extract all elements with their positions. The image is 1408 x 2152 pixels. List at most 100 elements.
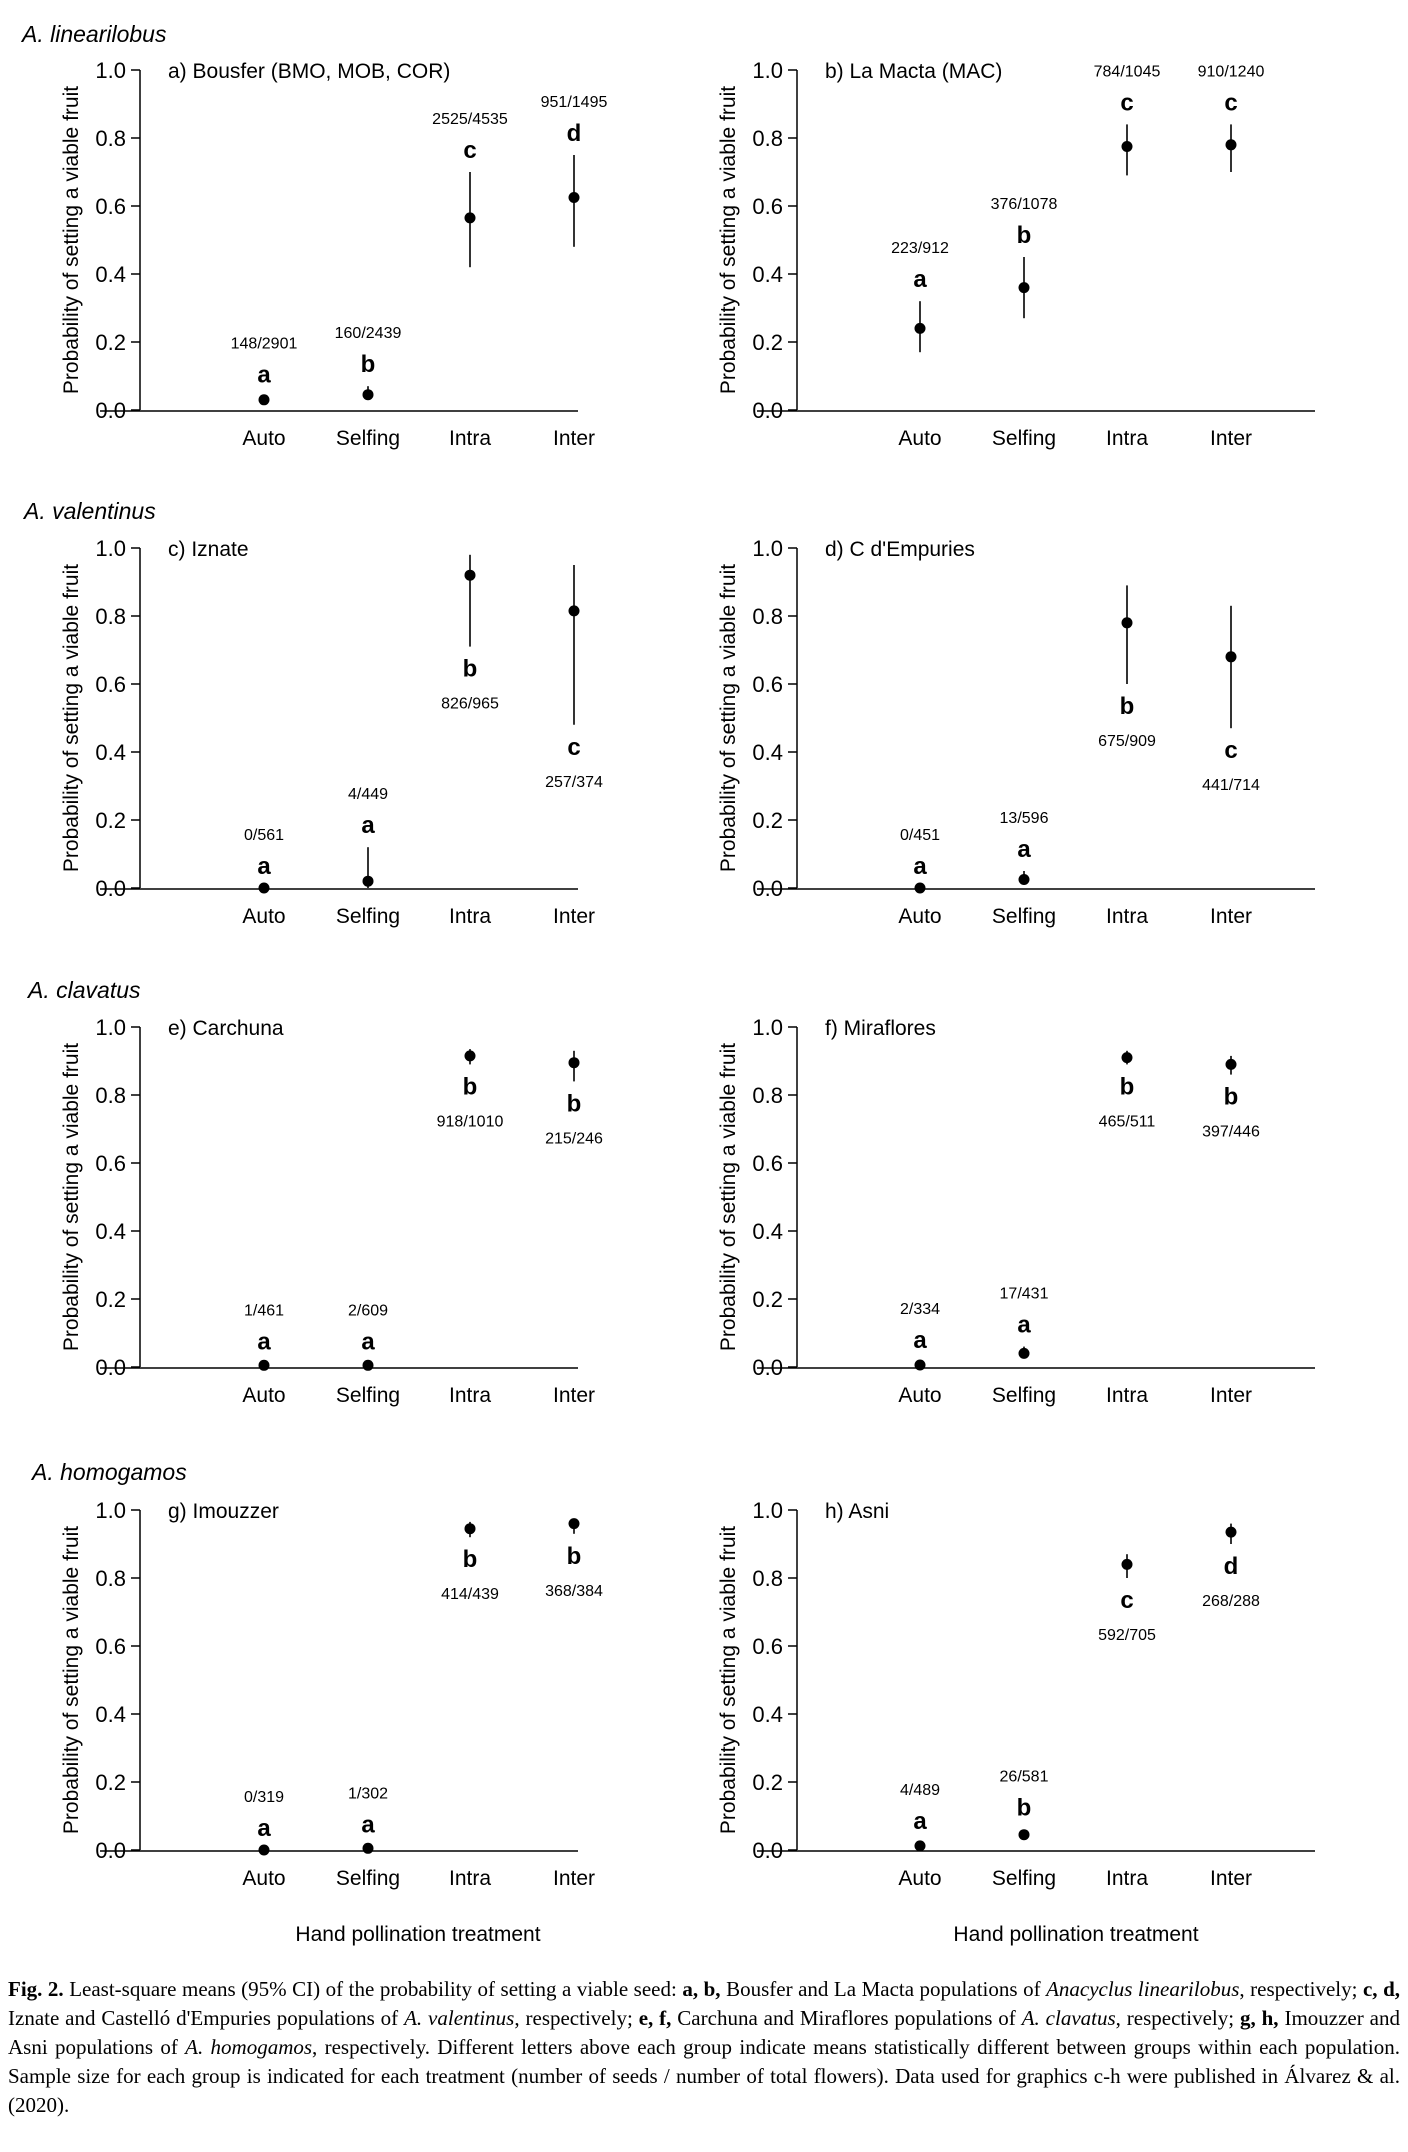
panel-title: a) Bousfer (BMO, MOB, COR)	[168, 60, 450, 83]
mean-point	[464, 1523, 476, 1535]
mean-point	[1018, 1347, 1030, 1359]
y-tick-label: 0.4	[95, 740, 126, 765]
y-axis-title: Probability of setting a viable fruit	[60, 1526, 83, 1834]
group-letter: b	[1017, 222, 1032, 249]
x-category-label: Intra	[449, 905, 491, 928]
group-letter: b	[1224, 1084, 1239, 1111]
mean-point	[914, 1840, 926, 1852]
caption-segment: Anacyclus linearilobus	[1046, 1977, 1240, 2001]
y-axis-title: Probability of setting a viable fruit	[60, 86, 83, 394]
sample-size-label: 918/1010	[437, 1113, 504, 1130]
y-tick-label: 0.8	[752, 604, 783, 629]
mean-point	[362, 1842, 374, 1854]
x-category-label: Auto	[242, 427, 285, 450]
y-tick-label: 0.6	[95, 672, 126, 697]
sample-size-label: 13/596	[1000, 810, 1049, 827]
panel-title: d) C d'Empuries	[825, 538, 975, 561]
x-category-label: Intra	[449, 427, 491, 450]
group-letter: b	[1120, 693, 1135, 720]
x-category-label: Intra	[1106, 1384, 1148, 1407]
group-letter: d	[1224, 1553, 1239, 1580]
y-tick-label: 1.0	[752, 58, 783, 83]
sample-size-label: 910/1240	[1198, 63, 1265, 80]
group-letter: b	[463, 1073, 478, 1100]
y-axis-title: Probability of setting a viable fruit	[717, 86, 740, 394]
caption-segment: c, d,	[1362, 1977, 1400, 2001]
group-letter: a	[913, 853, 927, 880]
caption-segment: e, f,	[638, 2006, 672, 2030]
sample-size-label: 215/246	[545, 1130, 603, 1147]
mean-point	[1121, 1558, 1133, 1570]
x-category-label: Auto	[898, 427, 941, 450]
caption-segment: g, h,	[1239, 2006, 1279, 2030]
caption-segment: A. clavatus	[1021, 2006, 1116, 2030]
x-category-label: Inter	[1210, 905, 1252, 928]
x-category-label: Auto	[242, 1867, 285, 1890]
group-letter: a	[1017, 836, 1031, 863]
mean-point	[362, 389, 374, 401]
group-letter: a	[257, 853, 271, 880]
sample-size-label: 414/439	[441, 1586, 499, 1603]
x-category-label: Auto	[242, 1384, 285, 1407]
group-letter: a	[257, 361, 271, 388]
y-tick-label: 0.4	[95, 1702, 126, 1727]
sample-size-label: 4/449	[348, 786, 388, 803]
mean-point	[1018, 1829, 1030, 1841]
sample-size-label: 268/288	[1202, 1593, 1260, 1610]
group-letter: c	[463, 137, 476, 164]
group-letter: b	[567, 1543, 582, 1570]
sample-size-label: 675/909	[1098, 733, 1156, 750]
caption-segment: , respectively;	[1115, 2006, 1240, 2030]
y-tick-label: 0.6	[95, 194, 126, 219]
y-tick-label: 0.2	[95, 1770, 126, 1795]
y-tick-label: 0.6	[95, 1634, 126, 1659]
x-category-label: Auto	[898, 905, 941, 928]
sample-size-label: 223/912	[891, 240, 949, 257]
panel-title: e) Carchuna	[168, 1017, 284, 1040]
x-category-label: Intra	[1106, 427, 1148, 450]
mean-point	[1225, 1526, 1237, 1538]
y-axis-title: Probability of setting a viable fruit	[60, 1043, 83, 1351]
mean-point	[568, 1057, 580, 1069]
sample-size-label: 2525/4535	[432, 111, 508, 128]
y-tick-label: 0.8	[752, 1566, 783, 1591]
y-tick-label: 0.4	[95, 262, 126, 287]
x-category-label: Auto	[242, 905, 285, 928]
y-tick-label: 0.4	[752, 1702, 783, 1727]
x-axis-title: Hand pollination treatment	[295, 1923, 540, 1946]
y-tick-label: 0.6	[752, 1151, 783, 1176]
x-category-label: Inter	[553, 1384, 595, 1407]
panel-title: g) Imouzzer	[168, 1500, 279, 1523]
y-tick-label: 1.0	[752, 1015, 783, 1040]
y-tick-label: 0.4	[95, 1219, 126, 1244]
y-tick-label: 0.2	[752, 1770, 783, 1795]
y-tick-label: 0.8	[752, 1083, 783, 1108]
x-category-label: Inter	[553, 1867, 595, 1890]
y-tick-label: 0.2	[95, 808, 126, 833]
sample-size-label: 1/461	[244, 1303, 284, 1320]
sample-size-label: 26/581	[1000, 1769, 1049, 1786]
y-tick-label: 0.2	[752, 330, 783, 355]
sample-size-label: 784/1045	[1094, 63, 1161, 80]
y-tick-label: 0.2	[95, 1287, 126, 1312]
group-letter: c	[1224, 737, 1237, 764]
figure-caption: Fig. 2. Least-square means (95% CI) of t…	[8, 1975, 1400, 2120]
x-category-label: Inter	[1210, 1867, 1252, 1890]
caption-body: Least-square means (95% CI) of the proba…	[8, 1977, 1400, 2117]
caption-segment: Iznate and Castelló d'Empuries populatio…	[8, 2006, 405, 2030]
x-category-label: Auto	[898, 1867, 941, 1890]
y-tick-label: 1.0	[752, 536, 783, 561]
sample-size-label: 441/714	[1202, 777, 1260, 794]
sample-size-label: 397/446	[1202, 1124, 1260, 1141]
caption-segment: A. homogamos	[185, 2035, 313, 2059]
x-category-label: Intra	[449, 1384, 491, 1407]
y-tick-label: 0.8	[95, 604, 126, 629]
sample-size-label: 2/334	[900, 1301, 940, 1318]
y-tick-label: 0.6	[752, 672, 783, 697]
species-heading: A. homogamos	[30, 1459, 187, 1485]
sample-size-label: 826/965	[441, 696, 499, 713]
x-category-label: Selfing	[336, 1867, 400, 1890]
sample-size-label: 257/374	[545, 774, 603, 791]
y-axis-title: Probability of setting a viable fruit	[717, 564, 740, 872]
group-letter: b	[463, 656, 478, 683]
